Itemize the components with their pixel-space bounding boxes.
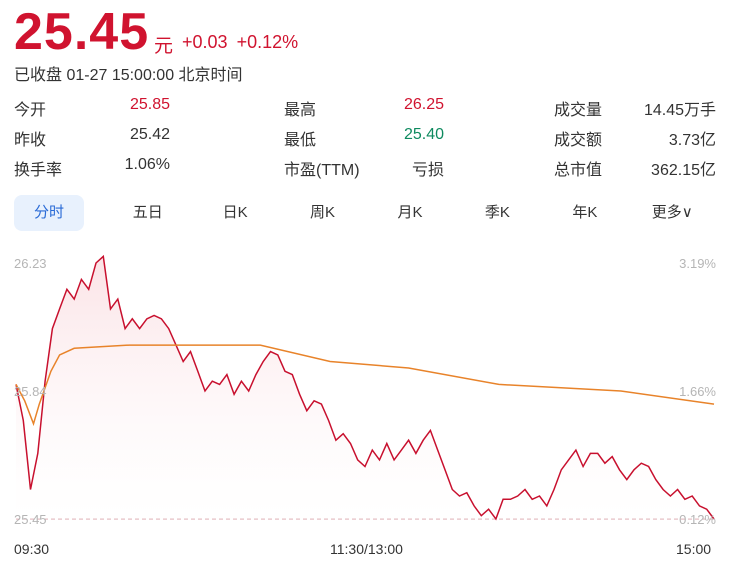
quote-value: 1.06% bbox=[124, 156, 170, 173]
quote-label: 总市值 bbox=[554, 162, 603, 179]
quote-value: 25.40 bbox=[403, 126, 444, 143]
tab-6[interactable]: 年K bbox=[572, 204, 598, 221]
y-left-tick: 25.84 bbox=[14, 384, 47, 399]
change-percent: +0.12% bbox=[236, 32, 299, 52]
currency-unit: 元 bbox=[154, 36, 174, 57]
y-right-tick: 3.19% bbox=[679, 256, 716, 271]
current-price: 25.45 bbox=[14, 3, 150, 61]
period-tabs: 分时 五日 日K 周K 月K 季K 年K 更多∨ bbox=[14, 195, 716, 231]
quote-value: 26.25 bbox=[403, 96, 444, 113]
quote-label: 最低 bbox=[284, 132, 317, 149]
intraday-chart: 26.23 25.84 25.45 3.19% 1.66% 0.12% bbox=[14, 254, 716, 527]
x-tick-start: 09:30 bbox=[14, 541, 50, 557]
tab-0[interactable]: 分时 bbox=[14, 195, 84, 231]
quote-value: 亏损 bbox=[411, 162, 444, 179]
tab-4[interactable]: 月K bbox=[397, 204, 423, 221]
change-value: +0.03 bbox=[182, 32, 228, 52]
y-left-tick: 26.23 bbox=[14, 256, 47, 271]
market-status: 已收盘 01-27 15:00:00 北京时间 bbox=[14, 67, 243, 84]
quote-label: 成交额 bbox=[554, 132, 603, 149]
quote-label: 最高 bbox=[284, 102, 317, 119]
quote-value: 14.45万手 bbox=[643, 102, 716, 119]
quote-label: 昨收 bbox=[14, 132, 47, 149]
tab-7[interactable]: 更多∨ bbox=[651, 204, 693, 221]
tab-2[interactable]: 日K bbox=[222, 204, 248, 221]
tab-5[interactable]: 季K bbox=[484, 204, 510, 221]
quote-label: 换手率 bbox=[14, 162, 63, 179]
quote-value: 3.73亿 bbox=[668, 132, 716, 149]
y-left-tick: 25.45 bbox=[14, 512, 47, 527]
quote-value: 25.42 bbox=[129, 126, 170, 143]
price-area bbox=[16, 256, 714, 519]
quote-label: 今开 bbox=[14, 102, 47, 119]
tab-3[interactable]: 周K bbox=[310, 204, 336, 221]
quote-value: 25.85 bbox=[129, 96, 170, 113]
quote-label: 成交量 bbox=[554, 102, 603, 119]
avg-line bbox=[15, 344, 715, 427]
price-line bbox=[15, 254, 715, 521]
y-right-tick: 0.12% bbox=[679, 512, 716, 527]
x-tick-mid: 11:30/13:00 bbox=[330, 541, 403, 557]
x-tick-end: 15:00 bbox=[676, 541, 712, 557]
quote-value: 362.15亿 bbox=[651, 162, 716, 179]
tab-1[interactable]: 五日 bbox=[132, 204, 163, 221]
y-right-tick: 1.66% bbox=[679, 384, 716, 399]
quote-label: 市盈(TTM) bbox=[284, 162, 360, 179]
price-change: +0.03 +0.12% bbox=[182, 32, 298, 53]
